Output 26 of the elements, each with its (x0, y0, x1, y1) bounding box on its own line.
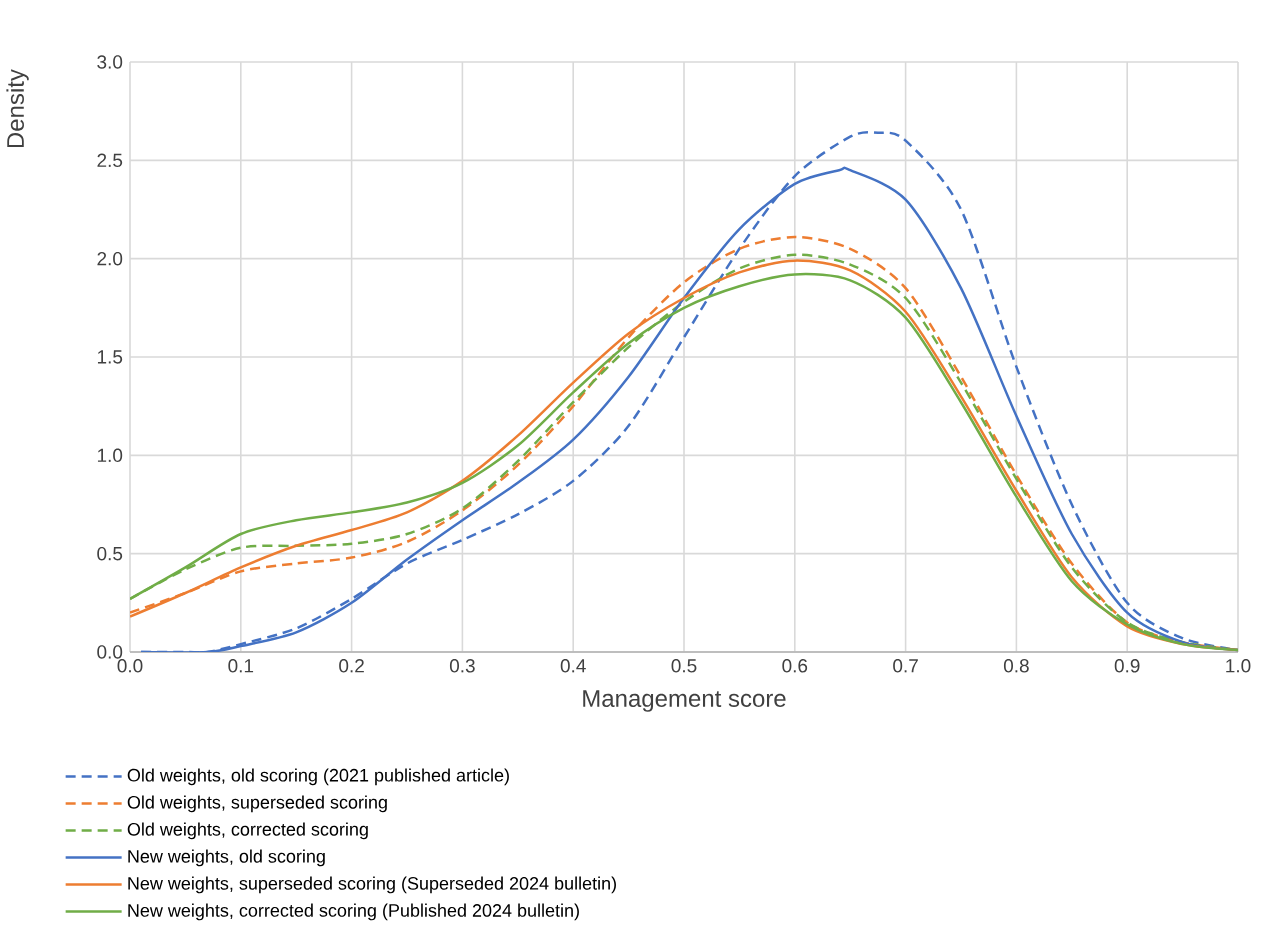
x-tick-label: 0.6 (782, 659, 808, 673)
legend-label: Old weights, old scoring (2021 published article) (127, 768, 509, 786)
legend-label: New weights, superseded scoring (Superseded 2024 bulletin) (128, 876, 616, 894)
y-tick-label: 3.0 (97, 55, 123, 69)
x-axis-title: Management score (583, 690, 786, 712)
y-tick-label: 1.0 (97, 448, 123, 463)
y-tick-label: 2.0 (97, 251, 123, 266)
y-tick-label: 0.0 (97, 645, 123, 659)
x-tick-label: 0.4 (560, 659, 586, 673)
legend-label: New weights, old scoring (128, 849, 325, 867)
x-tick-label: 0.5 (671, 659, 697, 673)
x-tick-label: 0.3 (449, 659, 475, 673)
y-tick-label: 0.5 (97, 546, 123, 561)
legend-label: Old weights, corrected scoring (127, 822, 368, 840)
legend-label: Old weights, superseded scoring (127, 795, 387, 813)
y-axis-title: Density (6, 69, 29, 148)
y-tick-label: 1.5 (97, 350, 123, 364)
x-tick-label: 0.8 (1003, 659, 1029, 673)
x-tick-label: 0.1 (228, 659, 254, 673)
x-tick-label: 0.2 (339, 659, 364, 673)
x-tick-label: 1.0 (1226, 659, 1251, 673)
x-tick-label: 0.0 (117, 659, 143, 673)
x-tick-label: 0.9 (1114, 659, 1140, 673)
y-tick-label: 2.5 (97, 153, 123, 168)
x-tick-label: 0.7 (893, 659, 918, 673)
legend-label: New weights, corrected scoring (Published 2024 bulletin) (128, 903, 579, 921)
